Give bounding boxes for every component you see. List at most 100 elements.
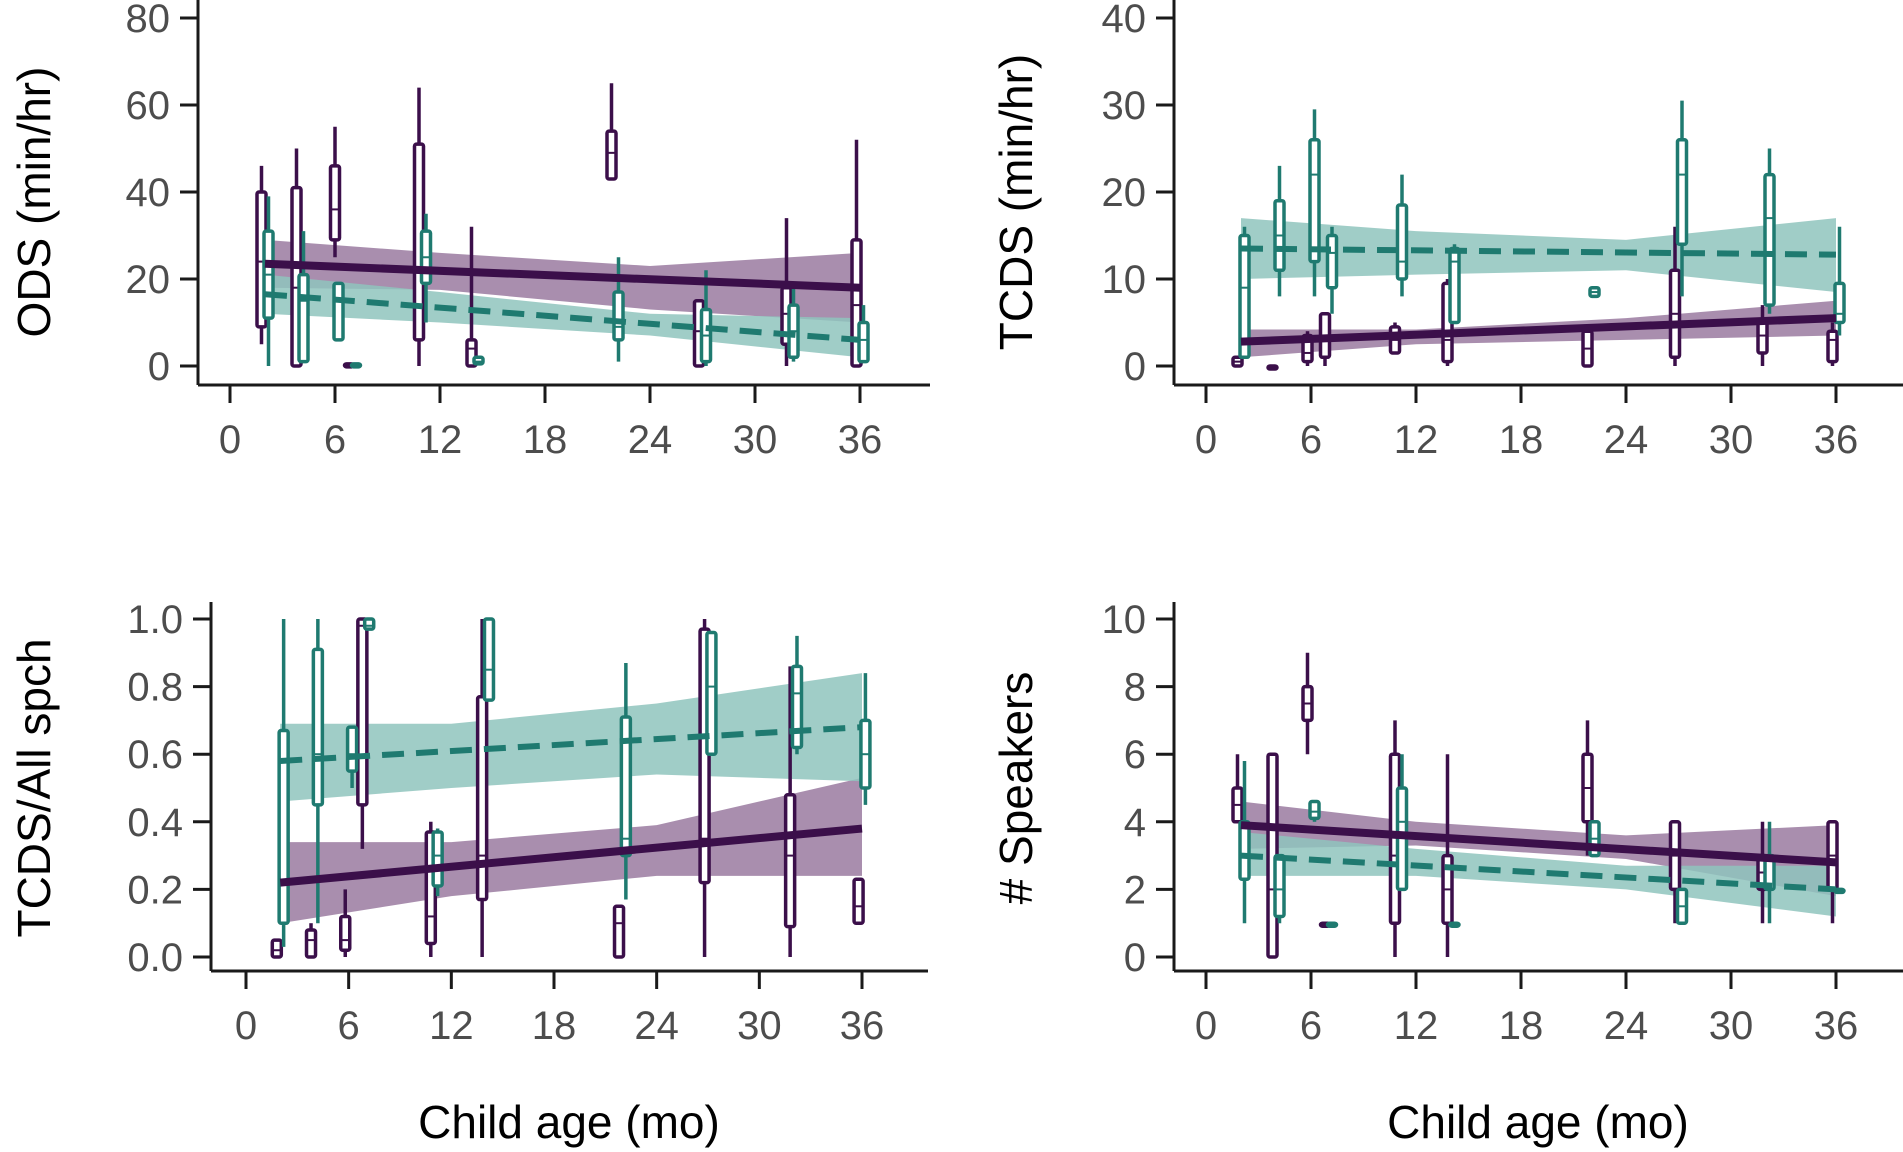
purple-fit-line: [1240, 821, 1837, 867]
y-tick-label: 40: [1102, 0, 1147, 41]
box: [1826, 329, 1839, 364]
x-axis-title-right: Child age (mo): [1387, 1096, 1689, 1148]
teal-boxplot: [1273, 165, 1286, 297]
x-tick-label: 12: [1394, 1004, 1439, 1048]
teal-boxplot: [1273, 853, 1286, 924]
box: [783, 793, 797, 929]
box: [1238, 233, 1251, 360]
x-tick-label: 0: [1195, 1004, 1217, 1048]
box: [1395, 203, 1409, 281]
y-axis-title: # Speakers: [990, 672, 1042, 905]
teal-boxplot: [349, 362, 363, 369]
teal-boxplot: [1448, 244, 1461, 325]
box: [431, 830, 444, 888]
teal-boxplot: [1308, 109, 1321, 297]
box: [1308, 799, 1321, 821]
box: [345, 725, 359, 773]
teal-boxplot: [699, 270, 713, 366]
teal-fit-line: [1240, 852, 1837, 893]
teal-boxplot: [262, 196, 275, 366]
y-axis-title: TCDS/All spch: [8, 638, 60, 937]
purple-boxplot: [270, 938, 284, 959]
teal-fit-line: [1240, 245, 1837, 258]
x-tick-label: 6: [1300, 418, 1322, 462]
purple-boxplot: [783, 666, 797, 957]
purple-boxplot: [1826, 322, 1839, 366]
purple-boxplot: [1756, 305, 1769, 366]
y-tick-label: 30: [1102, 84, 1147, 128]
purple-fit-line: [279, 824, 863, 887]
x-tick-label: 30: [1709, 418, 1754, 462]
box: [790, 664, 804, 750]
teal-boxplot: [431, 828, 444, 897]
teal-boxplot: [859, 673, 872, 805]
y-tick-label: 10: [1102, 258, 1147, 302]
y-tick-label: 4: [1124, 801, 1146, 845]
x-tick-label: 36: [840, 1004, 885, 1048]
teal-boxplot: [482, 617, 496, 702]
teal-boxplot: [1238, 760, 1251, 924]
x-tick-label: 12: [429, 1004, 474, 1048]
box: [311, 647, 325, 807]
box: [277, 728, 290, 925]
box: [852, 877, 865, 925]
teal-boxplot: [1763, 148, 1776, 314]
teal-boxplot: [1833, 887, 1846, 895]
x-tick-label: 12: [418, 418, 463, 462]
box: [482, 617, 496, 702]
teal-boxplot: [619, 662, 633, 900]
box: [705, 630, 718, 756]
teal-boxplot: [1448, 921, 1461, 928]
panel-tcds: 0 10 20 30 40 0 6 12 18 24 30 36 TCDS (min/hr): [990, 0, 1903, 462]
box: [328, 164, 342, 242]
purple-boxplot: [1581, 329, 1594, 368]
purple-boxplot: [605, 83, 618, 181]
box: [1448, 246, 1461, 325]
teal-boxplot: [1325, 226, 1339, 314]
x-tick-label: 30: [737, 1004, 782, 1048]
x-tick-label: 6: [324, 418, 346, 462]
teal-boxplot: [472, 355, 485, 366]
teal-boxplot: [857, 305, 870, 364]
box: [1325, 233, 1339, 290]
x-tick-label: 24: [628, 418, 673, 462]
x-tick-label: 24: [634, 1004, 679, 1048]
box: [1675, 138, 1689, 246]
box: [1756, 320, 1769, 355]
purple-boxplot: [1301, 652, 1314, 755]
x-tick-label: 36: [1814, 1004, 1859, 1048]
purple-boxplot: [1441, 754, 1454, 957]
x-tick-label: 36: [838, 418, 883, 462]
teal-boxplot: [787, 283, 800, 362]
y-axis-title: TCDS (min/hr): [990, 54, 1042, 350]
purple-boxplot: [852, 877, 865, 925]
purple-boxplot: [328, 126, 342, 258]
purple-boxplot: [412, 87, 426, 366]
x-tick-label: 6: [338, 1004, 360, 1048]
x-tick-label: 0: [235, 1004, 257, 1048]
teal-boxplot: [1395, 174, 1409, 297]
teal-boxplot: [332, 281, 345, 342]
y-tick-label: 10: [1102, 598, 1147, 642]
x-tick-label: 24: [1604, 1004, 1649, 1048]
purple-boxplot: [465, 226, 478, 368]
x-tick-label: 6: [1300, 1004, 1322, 1048]
panel-ods: 0 20 40 60 80 0 6 12 18 24 30 36 ODS (min/hr): [8, 0, 930, 462]
y-tick-label: 1.0: [127, 598, 183, 642]
y-tick-label: 0.8: [127, 666, 183, 710]
purple-boxplot: [356, 617, 369, 849]
teal-fit-line: [280, 724, 863, 764]
box: [472, 355, 485, 366]
x-tick-label: 18: [1499, 1004, 1544, 1048]
purple-fit-line: [264, 259, 861, 292]
x-tick-label: 36: [1814, 418, 1859, 462]
box: [332, 281, 345, 342]
teal-boxplot: [1325, 921, 1339, 928]
x-tick-label: 18: [532, 1004, 577, 1048]
purple-fit-line: [1240, 314, 1837, 346]
y-tick-label: 40: [126, 171, 171, 215]
x-tick-label: 12: [1394, 418, 1439, 462]
teal-boxplot: [1675, 887, 1689, 925]
